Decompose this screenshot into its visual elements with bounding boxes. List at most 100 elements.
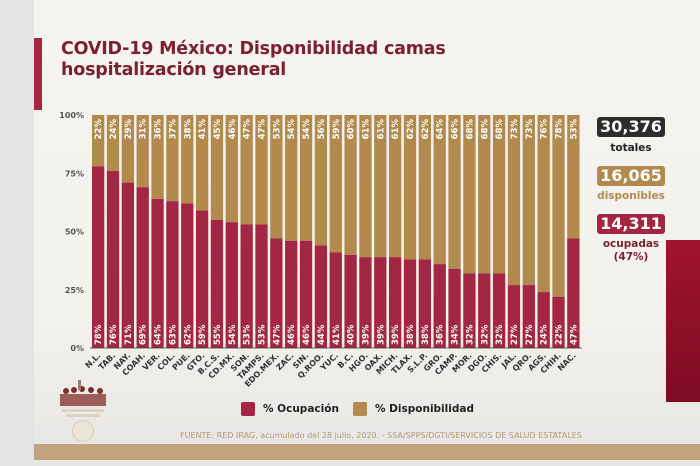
bar-occupancy — [121, 182, 134, 348]
data-label-availability: 73% — [510, 119, 520, 140]
bar-occupancy — [329, 252, 342, 348]
data-label-occupancy: 62% — [183, 324, 193, 345]
data-label-occupancy: 59% — [198, 324, 208, 345]
y-tick-label: 50% — [65, 228, 84, 237]
data-label-availability: 62% — [406, 119, 416, 140]
data-label-availability: 64% — [436, 119, 446, 140]
bar-occupancy — [359, 257, 372, 348]
available-beds-value: 16,065 — [597, 166, 665, 186]
data-label-availability: 47% — [243, 119, 253, 140]
bar-occupancy — [136, 187, 149, 348]
bar-occupancy — [389, 257, 402, 348]
data-label-availability: 73% — [525, 119, 535, 140]
bar-availability — [195, 115, 209, 211]
data-label-occupancy: 47% — [569, 324, 579, 345]
data-label-availability: 54% — [302, 119, 312, 140]
bar-occupancy — [463, 273, 476, 348]
available-beds-label: disponibles — [597, 190, 665, 202]
data-label-occupancy: 41% — [332, 324, 342, 345]
bar-occupancy — [314, 245, 328, 348]
data-label-availability: 66% — [451, 119, 461, 140]
bar-occupancy — [166, 201, 179, 348]
bar-occupancy — [492, 273, 506, 348]
data-label-occupancy: 78% — [94, 324, 104, 345]
bar-availability — [329, 115, 342, 253]
bar-occupancy — [374, 257, 387, 348]
bar-availability — [492, 115, 506, 274]
bar-availability — [433, 115, 446, 265]
data-label-availability: 61% — [376, 119, 386, 140]
data-label-occupancy: 39% — [361, 324, 371, 345]
data-label-availability: 68% — [465, 119, 475, 140]
data-label-availability: 47% — [258, 119, 268, 140]
y-tick-label: 25% — [65, 286, 84, 295]
bar-availability — [270, 115, 283, 239]
data-label-occupancy: 53% — [258, 324, 268, 345]
bar-occupancy — [181, 203, 194, 348]
data-label-availability: 59% — [332, 119, 342, 140]
left-margin — [0, 0, 34, 466]
bar-availability — [136, 115, 149, 188]
data-label-occupancy: 39% — [391, 324, 401, 345]
bar-occupancy — [106, 170, 120, 348]
bar-occupancy — [448, 268, 461, 348]
bar-availability — [359, 115, 372, 258]
data-label-occupancy: 38% — [421, 324, 431, 345]
national-seal-icon — [72, 420, 94, 442]
data-label-availability: 45% — [213, 119, 223, 140]
bar-availability — [522, 115, 535, 286]
bar-availability — [478, 115, 491, 274]
bar-occupancy — [299, 240, 313, 348]
data-label-occupancy: 53% — [243, 324, 253, 345]
data-label-availability: 24% — [109, 119, 119, 140]
bar-occupancy — [418, 259, 431, 348]
data-label-occupancy: 32% — [495, 324, 505, 345]
bar-occupancy — [403, 259, 417, 348]
y-tick-label: 100% — [59, 111, 84, 120]
bar-occupancy — [507, 285, 521, 348]
bar-availability — [344, 115, 357, 255]
occupied-beds-value: 14,311 — [597, 214, 665, 234]
data-label-availability: 76% — [540, 119, 550, 140]
legend-occupancy-label: % Ocupación — [263, 403, 339, 415]
bar-availability — [166, 115, 179, 202]
data-label-occupancy: 47% — [272, 324, 282, 345]
bar-occupancy — [240, 224, 253, 348]
bar-availability — [389, 115, 402, 258]
data-label-occupancy: 64% — [154, 324, 164, 345]
data-label-availability: 46% — [228, 119, 238, 140]
total-beds-value: 30,376 — [597, 117, 665, 137]
bar-availability — [106, 115, 120, 171]
data-label-availability: 29% — [124, 119, 134, 140]
bar-occupancy — [522, 285, 535, 348]
legend-occupancy-swatch — [241, 402, 255, 416]
data-label-occupancy: 46% — [287, 324, 297, 345]
data-label-occupancy: 32% — [465, 324, 475, 345]
bar-occupancy — [151, 198, 164, 348]
y-tick-label: 0% — [70, 344, 84, 353]
data-label-availability: 56% — [317, 119, 327, 140]
bar-availability — [92, 115, 105, 167]
bar-availability — [285, 115, 298, 241]
data-label-occupancy: 39% — [376, 324, 386, 345]
bar-availability — [537, 115, 550, 293]
data-label-occupancy: 36% — [436, 324, 446, 345]
bar-availability — [314, 115, 328, 246]
y-tick-label: 75% — [65, 169, 84, 178]
bar-occupancy — [567, 238, 580, 348]
decorative-red-block — [666, 240, 700, 402]
source-note: FUENTE: RED IRAG, acumulado del 28 julio… — [180, 431, 582, 440]
data-label-occupancy: 27% — [525, 324, 535, 345]
data-label-occupancy: 40% — [347, 324, 357, 345]
data-label-occupancy: 24% — [540, 324, 550, 345]
data-label-availability: 61% — [361, 119, 371, 140]
bar-availability — [374, 115, 387, 258]
bar-occupancy — [225, 222, 238, 348]
bar-availability — [299, 115, 313, 241]
data-label-availability: 41% — [198, 119, 208, 140]
bar-occupancy — [433, 264, 446, 348]
bar-availability — [210, 115, 224, 220]
page-title: COVID-19 México: Disponibilidad camas ho… — [61, 39, 446, 80]
bar-availability — [225, 115, 238, 223]
